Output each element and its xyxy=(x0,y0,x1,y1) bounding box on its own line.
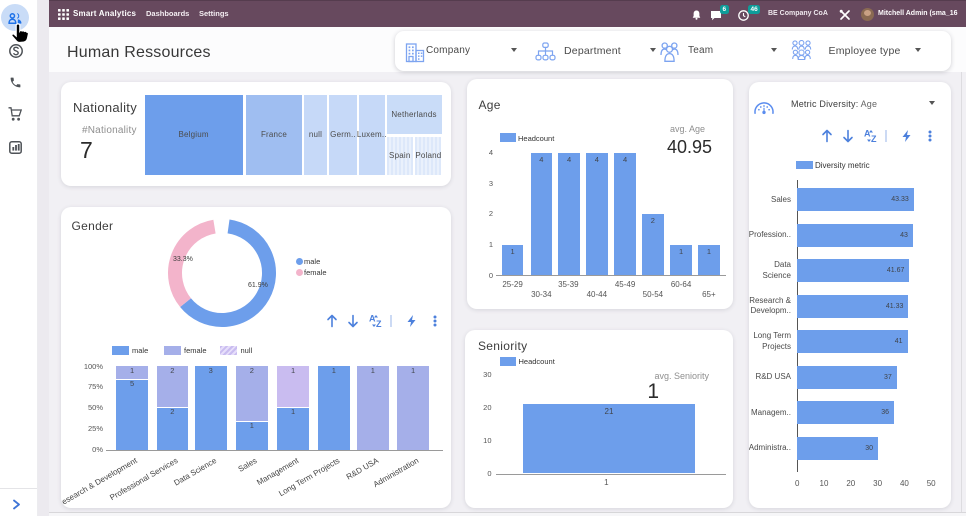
svg-text:Z: Z xyxy=(871,134,877,143)
svg-text:A: A xyxy=(369,314,376,324)
svg-text:Z: Z xyxy=(376,319,382,328)
svg-text:A: A xyxy=(864,129,871,139)
